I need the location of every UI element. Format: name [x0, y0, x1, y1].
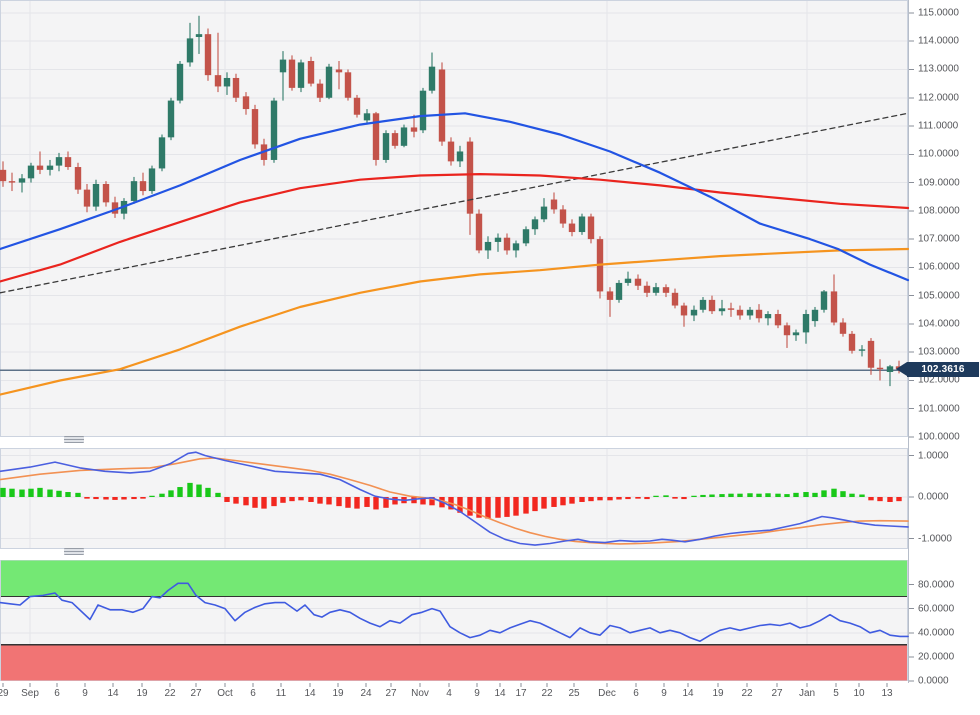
- price-tick-label: 111.0000: [918, 120, 959, 132]
- price-tick-label: 109.0000: [918, 177, 960, 189]
- time-tick-label: 17: [515, 688, 527, 699]
- price-tag-value: 102.3616: [907, 362, 979, 377]
- time-tick-label: 11: [275, 688, 287, 699]
- price-tick-label: 107.0000: [918, 233, 960, 245]
- price-tick-label: 112.0000: [918, 92, 959, 104]
- price-tick-label: 104.0000: [918, 318, 960, 330]
- time-tick-label: Jan: [798, 688, 816, 699]
- time-tick-label: Oct: [217, 688, 233, 699]
- price-tick-label: 115.0000: [918, 7, 959, 19]
- price-tick-label: 105.0000: [918, 290, 960, 302]
- price-tick-label: 80.0000: [918, 579, 955, 591]
- time-tick-label: 27: [190, 688, 202, 699]
- price-tick-label: -1.0000: [918, 533, 952, 544]
- time-tick-label: 14: [107, 688, 119, 699]
- price-tick-label: 20.0000: [918, 651, 955, 663]
- time-tick-label: Sep: [21, 688, 39, 699]
- time-tick-label: 27: [771, 688, 783, 699]
- time-tick-label: 6: [54, 688, 60, 699]
- time-tick-label: 5: [833, 688, 839, 699]
- price-tick-label: 106.0000: [918, 261, 960, 273]
- time-tick-label: 25: [568, 688, 580, 699]
- time-tick-label: 14: [304, 688, 316, 699]
- price-tick-label: 60.0000: [918, 603, 955, 615]
- price-tick-label: 103.0000: [918, 346, 960, 358]
- time-tick-label: 6: [250, 688, 256, 699]
- price-tick-label: 1.0000: [918, 450, 949, 461]
- time-tick-label: 19: [712, 688, 724, 699]
- time-tick-label: 9: [474, 688, 480, 699]
- time-tick-label: 9: [661, 688, 667, 699]
- time-tick-label: 19: [332, 688, 344, 699]
- price-tick-label: 0.0000: [918, 491, 949, 503]
- time-tick-label: 4: [446, 688, 452, 699]
- time-tick-label: 24: [360, 688, 372, 699]
- time-tick-label: 13: [881, 688, 893, 699]
- time-tick-label: 10: [853, 688, 865, 699]
- price-tick-label: 101.0000: [918, 403, 960, 415]
- price-tick-label: 110.0000: [918, 148, 959, 160]
- time-tick-label: 6: [633, 688, 639, 699]
- time-tick-label: 19: [136, 688, 148, 699]
- time-tick-label: 22: [164, 688, 176, 699]
- time-tick-label: 27: [385, 688, 397, 699]
- price-tick-label: 114.0000: [918, 35, 959, 47]
- price-tick-label: 108.0000: [918, 205, 960, 217]
- time-tick-label: 14: [494, 688, 506, 699]
- price-tick-label: 100.0000: [918, 431, 960, 443]
- price-tag-arrow: [896, 362, 907, 376]
- time-tick-label: Nov: [411, 688, 429, 699]
- panel-resize-handle-macd[interactable]: [64, 436, 84, 443]
- last-price-tag: 102.3616: [896, 362, 979, 377]
- time-tick-label: Dec: [598, 688, 616, 699]
- price-tick-label: 0.0000: [918, 675, 949, 687]
- time-tick-label: 9: [82, 688, 88, 699]
- panel-resize-handle-rsi[interactable]: [64, 548, 84, 555]
- price-tick-label: 40.0000: [918, 627, 955, 639]
- time-tick-label: 22: [541, 688, 553, 699]
- time-tick-label: 22: [741, 688, 753, 699]
- price-tick-label: 113.0000: [918, 63, 959, 75]
- time-tick-label: 29: [0, 688, 9, 699]
- price-tick-label: 102.0000: [918, 374, 960, 386]
- time-tick-label: 14: [682, 688, 694, 699]
